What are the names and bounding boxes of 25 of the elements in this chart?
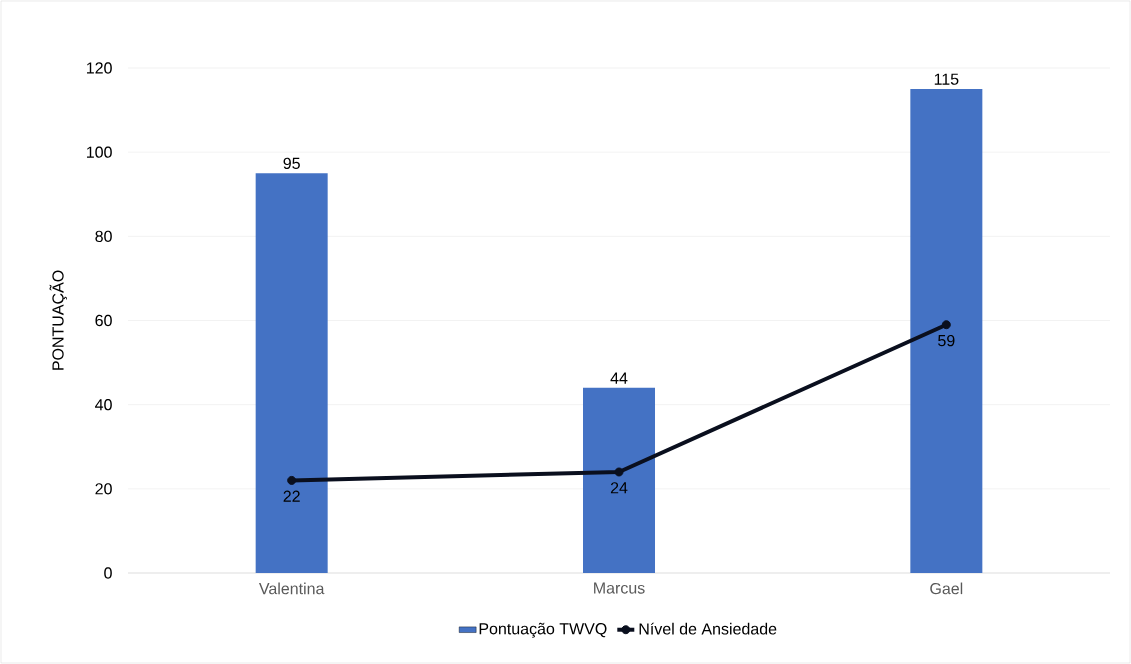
- y-axis-title: PONTUAÇÃO: [49, 270, 67, 370]
- bar: [910, 89, 983, 573]
- bar: [583, 387, 655, 573]
- data-label: 44: [610, 372, 628, 384]
- x-tick-label: Valentina: [258, 582, 325, 595]
- point: [941, 320, 951, 330]
- point: [287, 475, 297, 485]
- legend-label: Nível de Ansiedade: [639, 622, 777, 635]
- bar: [255, 173, 328, 573]
- y-tick-label: 80: [95, 230, 112, 242]
- y-tick-label: 60: [95, 314, 112, 327]
- x-tick-label: Marcus: [594, 582, 645, 594]
- y-tick-label: 40: [95, 399, 112, 411]
- data-label: 59: [938, 334, 955, 347]
- data-label: 22: [283, 490, 300, 502]
- y-tick-label: 20: [95, 483, 112, 495]
- data-label: 95: [283, 157, 300, 169]
- y-tick-label: 120: [86, 62, 112, 74]
- data-label: 24: [610, 482, 628, 494]
- y-tick-label: 0: [104, 567, 112, 579]
- data-label: 115: [934, 73, 959, 85]
- x-tick-label: Gael: [930, 582, 963, 595]
- point: [614, 467, 624, 477]
- y-tick-label: 100: [86, 146, 112, 158]
- legend-label: Pontuação TWVQ: [479, 622, 607, 638]
